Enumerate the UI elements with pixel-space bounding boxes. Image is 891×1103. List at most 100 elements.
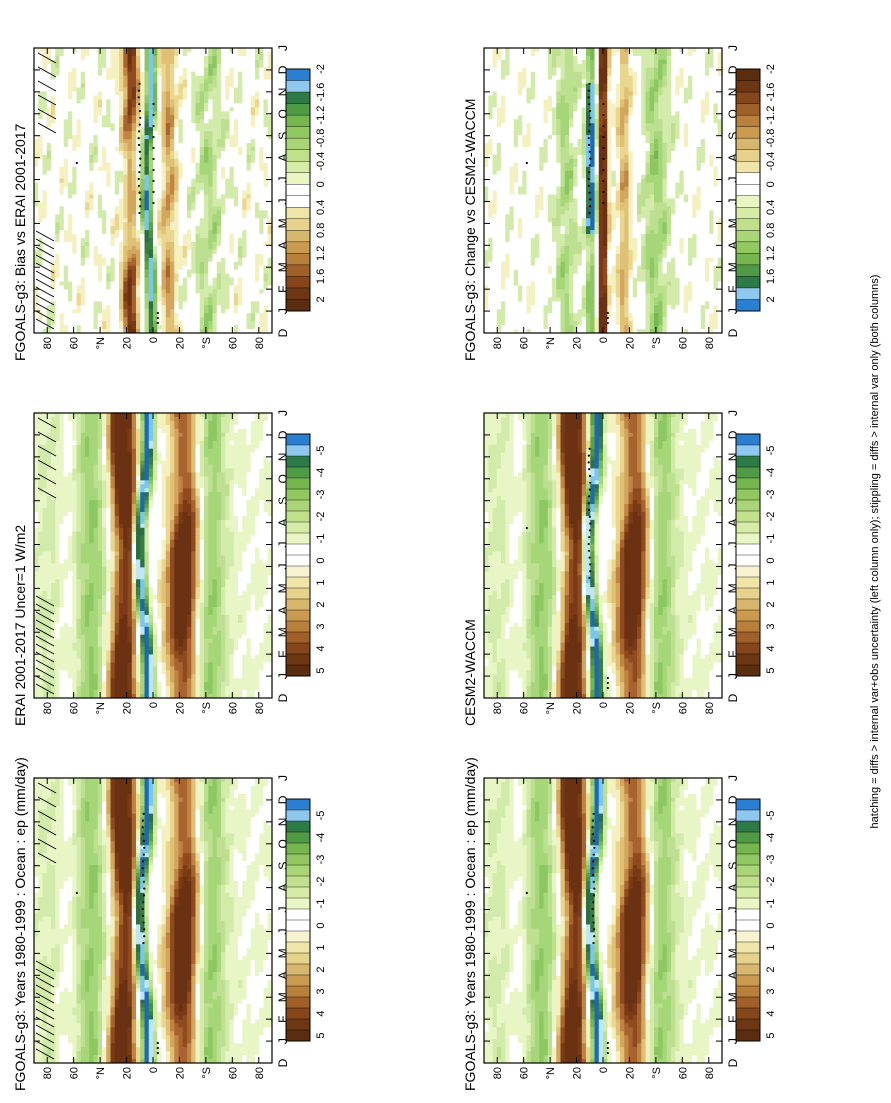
heatmap-cell [157,931,163,937]
heatmap-cell [238,995,243,1000]
heatmap-cell [114,1022,120,1028]
heatmap-cell [229,904,235,909]
heatmap-cell [250,816,256,822]
colorbar-swatch [285,1007,311,1020]
heatmap-cell [174,848,180,854]
heatmap-cell [547,1010,553,1016]
heatmap-cell [246,1046,252,1052]
heatmap-cell [539,1042,545,1048]
heatmap-cell [144,971,150,976]
heatmap-cell [535,1054,540,1060]
heatmap-cell [195,947,201,953]
heatmap-cell [106,931,112,937]
heatmap-cell [195,919,201,925]
heatmap-cell [522,1046,528,1052]
heatmap-cell [250,844,256,850]
heatmap-cell [178,856,184,862]
heatmap-cell [161,939,167,945]
heatmap-cell [225,983,231,988]
heatmap-cell [106,1050,112,1056]
heatmap-cell [216,991,222,996]
heatmap-cell [255,816,260,822]
heatmap-cell [89,911,95,917]
heatmap-cell [267,943,273,949]
heatmap-cell [85,896,90,901]
stipple-dot [142,921,145,924]
heatmap-cell [229,813,235,818]
x-tick-label: S [276,862,290,870]
heatmap-cell [199,781,205,786]
heatmap-cell [148,1046,154,1052]
x-tick-label: A [276,971,290,979]
heatmap-cell [127,801,133,806]
heatmap-cell [106,840,112,846]
heatmap-cell [717,1050,723,1056]
heatmap-cell [208,896,214,901]
heatmap-cell [225,991,231,996]
heatmap-cell [505,1042,511,1048]
heatmap-cell [178,935,184,941]
heatmap-cell [250,963,256,968]
heatmap-cell [233,999,239,1004]
heatmap-cell [72,1006,78,1012]
heatmap-cell [246,813,252,818]
heatmap-cell [93,983,99,988]
heatmap-cell [38,816,44,822]
heatmap-cell [102,991,107,996]
heatmap-cell [225,1050,231,1056]
heatmap-cell [38,915,44,921]
heatmap-cell [110,1003,116,1008]
heatmap-cell [233,971,239,976]
heatmap-cell [238,963,243,968]
heatmap-cell [199,979,205,984]
heatmap-cell [165,983,171,988]
heatmap-cell [590,1038,596,1044]
heatmap-cell [123,781,129,786]
x-tick-label: N [276,818,290,827]
heatmap-cell [513,1030,519,1036]
heatmap-cell [114,1042,120,1048]
heatmap-cell [620,1030,625,1036]
heatmap-cell [187,860,192,866]
heatmap-cell [182,864,188,870]
heatmap-cell [212,840,218,846]
heatmap-cell [216,1046,222,1052]
heatmap-cell [72,1018,78,1024]
heatmap-cell [229,789,235,794]
heatmap-cell [679,1054,685,1060]
heatmap-cell [34,828,39,834]
heatmap-cell [488,1022,494,1028]
heatmap-cell [225,999,231,1004]
heatmap-cell [42,1054,48,1060]
heatmap-cell [89,872,95,877]
heatmap-cell [259,1046,265,1052]
heatmap-cell [161,1038,167,1044]
heatmap-cell [165,904,171,909]
heatmap-cell [513,1026,519,1032]
heatmap-cell [110,1042,116,1048]
heatmap-cell [195,1010,201,1016]
heatmap-cell [556,1050,562,1056]
heatmap-cell [216,844,222,850]
heatmap-cell [199,919,205,925]
heatmap-cell [246,884,252,889]
heatmap-cell [509,1034,515,1040]
heatmap-cell [63,904,69,909]
heatmap-cell [127,1046,133,1052]
heatmap-cell [692,1034,698,1040]
heatmap-cell [170,955,175,961]
heatmap-cell [212,923,218,929]
heatmap-cell [199,880,205,885]
heatmap-cell [233,959,239,965]
hatch-line [37,824,57,836]
heatmap-cell [250,939,256,945]
heatmap-cell [59,880,65,885]
heatmap-cell [577,1026,583,1032]
heatmap-cell [85,947,90,953]
heatmap-cell [242,836,248,842]
heatmap-cell [717,1054,723,1060]
heatmap-cell [110,975,116,980]
heatmap-cell [242,923,248,929]
heatmap-cell [263,876,269,881]
heatmap-cell [72,840,78,846]
